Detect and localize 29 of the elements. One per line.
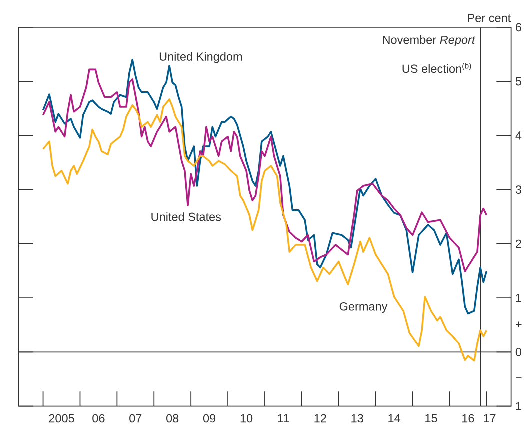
x-tick-label: 13 bbox=[352, 414, 364, 423]
x-tick-label: 06 bbox=[92, 414, 105, 423]
x-tick-label: 10 bbox=[240, 414, 253, 423]
y-axis-title: Per cent bbox=[468, 14, 512, 22]
x-tick-label: 09 bbox=[203, 414, 216, 423]
x-tick-label: 16 bbox=[462, 414, 474, 423]
x-tick-label: 11 bbox=[278, 414, 289, 422]
x-tick-label: 12 bbox=[314, 414, 326, 423]
y-tick-label: 3 bbox=[516, 186, 522, 194]
x-tick-label: 07 bbox=[130, 414, 142, 423]
annotation: US election$^{(b)}$ bbox=[402, 63, 472, 74]
series-label: United States bbox=[152, 212, 222, 222]
x-tick-label: 17 bbox=[484, 414, 496, 422]
y-tick-label: 0 bbox=[516, 348, 522, 356]
series-label: United Kingdom bbox=[160, 52, 242, 64]
series-label: Germany bbox=[340, 302, 388, 314]
x-tick-label: 08 bbox=[166, 414, 179, 423]
y-tick-label: 1 bbox=[516, 402, 522, 410]
y-tick-label: + bbox=[516, 322, 522, 328]
y-tick-label: 6 bbox=[516, 23, 522, 32]
y-tick-label: 5 bbox=[516, 78, 522, 86]
x-tick-label: 15 bbox=[426, 414, 438, 423]
y-tick-label: 2 bbox=[516, 240, 522, 248]
y-tick-label: 4 bbox=[516, 132, 522, 140]
ref-line-label: November Report bbox=[383, 36, 476, 47]
x-tick-label: 14 bbox=[388, 414, 401, 422]
y-tick-label: 1 bbox=[516, 294, 522, 302]
y-tick-label: − bbox=[516, 377, 522, 378]
x-tick-label: 2005 bbox=[49, 414, 74, 423]
